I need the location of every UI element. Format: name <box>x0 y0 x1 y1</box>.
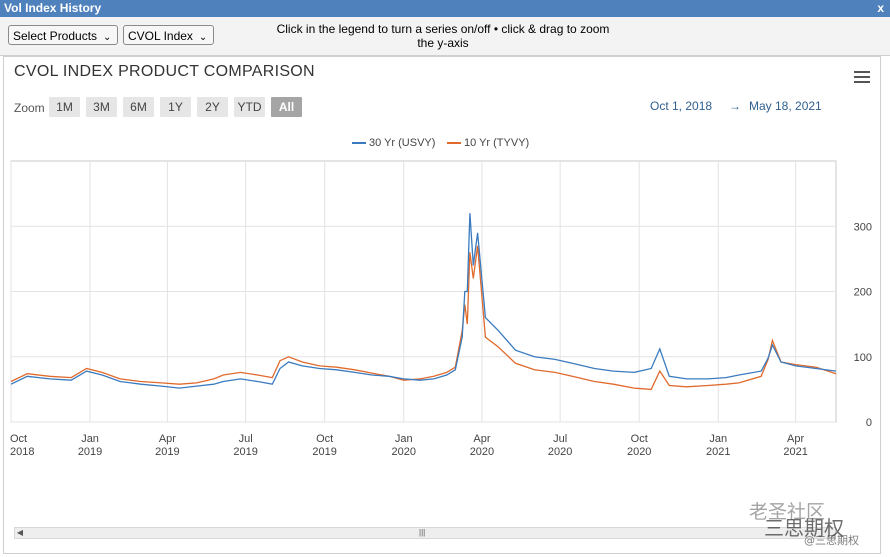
x-tick-label-month: Jul <box>239 433 253 445</box>
legend-swatch <box>352 142 366 145</box>
x-tick-label-year: 2021 <box>706 446 730 458</box>
x-tick-label-month: Apr <box>787 433 804 445</box>
zoom-1y-button[interactable]: 1Y <box>160 97 191 117</box>
scroll-grip-icon[interactable]: ||| <box>419 528 426 537</box>
range-from-input[interactable]: Oct 1, 2018 <box>650 99 713 113</box>
x-tick-label-month: Jan <box>395 433 413 445</box>
legend-label: 30 Yr (USVY) <box>369 137 436 149</box>
legend-label: 10 Yr (TYVY) <box>464 137 530 149</box>
index-select-label: CVOL Index <box>128 29 193 43</box>
x-tick-label-year: 2020 <box>548 446 572 458</box>
legend-item-30yr[interactable]: 30 Yr (USVY) <box>352 137 435 149</box>
x-tick-label-month: Jul <box>553 433 567 445</box>
x-tick-label-year: 2019 <box>312 446 336 458</box>
index-select-dropdown[interactable]: CVOL Index ⌄ <box>123 25 214 45</box>
y-tick-label: 0 <box>866 417 872 429</box>
x-tick-label-year: 2019 <box>155 446 179 458</box>
range-to-input[interactable]: May 18, 2021 <box>749 99 822 113</box>
x-tick-label-year: 2019 <box>78 446 102 458</box>
watermark-text-3: @三思期权 <box>804 534 859 547</box>
x-tick-label-month: Oct <box>631 433 648 445</box>
zoom-3m-button[interactable]: 3M <box>86 97 117 117</box>
zoom-2y-button[interactable]: 2Y <box>197 97 228 117</box>
x-tick-label-year: 2020 <box>391 446 415 458</box>
x-tick-label-month: Jan <box>81 433 99 445</box>
chart-title: CVOL INDEX PRODUCT COMPARISON <box>14 63 315 80</box>
x-tick-label-year: 2019 <box>233 446 257 458</box>
chevron-down-icon: ⌄ <box>198 32 208 43</box>
window-titlebar: Vol Index History x <box>0 0 890 17</box>
select-products-dropdown[interactable]: Select Products ⌄ <box>8 25 118 45</box>
x-tick-label-year: 2020 <box>627 446 651 458</box>
chart-hint: Click in the legend to turn a series on/… <box>276 22 610 50</box>
y-tick-label: 300 <box>854 221 872 233</box>
toolbar: Select Products ⌄ CVOL Index ⌄ Click in th… <box>0 17 890 56</box>
series-line[interactable] <box>10 245 837 391</box>
chart-panel: CVOL INDEX PRODUCT COMPARISON Zoom 1M 3M… <box>3 56 881 554</box>
select-products-label: Select Products <box>13 29 98 43</box>
x-tick-label-year: 2020 <box>470 446 494 458</box>
hamburger-menu-icon[interactable] <box>854 71 870 83</box>
range-arrow: → <box>729 99 741 113</box>
watermark-text-2: 三思期权 <box>764 516 844 540</box>
x-tick-label-year: 2018 <box>10 446 34 458</box>
close-icon[interactable]: x <box>877 1 884 15</box>
zoom-label: Zoom <box>14 101 45 115</box>
x-tick-label-month: Apr <box>473 433 490 445</box>
legend-swatch <box>447 142 461 145</box>
y-tick-label: 200 <box>854 287 872 299</box>
x-tick-label-month: Oct <box>316 433 333 445</box>
x-tick-label-month: Oct <box>10 433 27 445</box>
zoom-6m-button[interactable]: 6M <box>123 97 154 117</box>
zoom-all-button[interactable]: All <box>271 97 302 117</box>
watermark-text-1: 老圣社区 <box>749 501 826 523</box>
series-line[interactable] <box>10 213 837 389</box>
x-tick-label-month: Apr <box>159 433 176 445</box>
x-tick-label-year: 2021 <box>783 446 807 458</box>
scroll-left-icon[interactable]: ◀ <box>16 528 24 537</box>
legend-item-10yr[interactable]: 10 Yr (TYVY) <box>447 137 529 149</box>
y-tick-label: 100 <box>854 352 872 364</box>
x-tick-label-month: Jan <box>709 433 727 445</box>
window-title: Vol Index History <box>4 1 102 15</box>
zoom-ytd-button[interactable]: YTD <box>234 97 265 117</box>
zoom-1m-button[interactable]: 1M <box>49 97 80 117</box>
chevron-down-icon: ⌄ <box>103 32 112 43</box>
navigator-scrollbar[interactable]: ◀ ||| <box>14 527 836 539</box>
